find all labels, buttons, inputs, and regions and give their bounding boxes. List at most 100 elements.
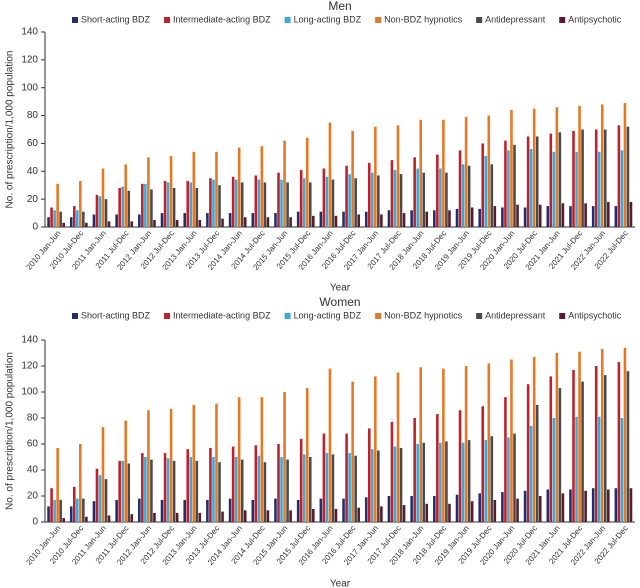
bar bbox=[124, 164, 127, 227]
bar bbox=[487, 363, 491, 522]
bar bbox=[532, 356, 536, 522]
bar bbox=[470, 501, 474, 522]
bar bbox=[467, 165, 471, 227]
bar bbox=[212, 457, 215, 522]
bar bbox=[396, 125, 400, 227]
bar bbox=[163, 181, 167, 227]
bar bbox=[56, 447, 59, 522]
bar bbox=[393, 169, 397, 227]
bar bbox=[516, 204, 519, 227]
bar bbox=[85, 516, 88, 522]
bar bbox=[377, 450, 380, 522]
bar bbox=[153, 220, 156, 227]
bar bbox=[175, 512, 179, 522]
bar bbox=[614, 488, 618, 522]
bar bbox=[433, 496, 436, 522]
y-tick-label: 20 bbox=[27, 491, 39, 502]
y-tick-label: 100 bbox=[21, 82, 38, 93]
bar bbox=[283, 392, 286, 522]
bar bbox=[118, 188, 121, 227]
x-axis-title: Year bbox=[330, 283, 351, 294]
bar bbox=[101, 427, 105, 522]
bar bbox=[263, 462, 267, 522]
bar bbox=[501, 207, 504, 227]
bar bbox=[623, 103, 627, 227]
bar bbox=[581, 129, 584, 227]
legend-swatch bbox=[72, 313, 78, 319]
bar bbox=[478, 493, 481, 522]
bar bbox=[147, 410, 150, 522]
bar bbox=[198, 512, 202, 522]
bar bbox=[72, 486, 76, 522]
bar bbox=[160, 213, 164, 227]
bar bbox=[195, 188, 199, 227]
bar bbox=[189, 182, 193, 227]
bar bbox=[371, 172, 374, 227]
bar bbox=[436, 414, 439, 522]
y-tick-label: 80 bbox=[27, 413, 39, 424]
bar bbox=[526, 136, 530, 227]
legend-label: Non-BDZ hypnotics bbox=[384, 310, 463, 320]
bar bbox=[172, 188, 176, 227]
bar bbox=[107, 515, 111, 522]
y-tick-label: 120 bbox=[21, 54, 38, 65]
bar bbox=[348, 453, 351, 522]
bar bbox=[175, 220, 179, 227]
bar bbox=[464, 116, 468, 227]
bar bbox=[206, 213, 209, 227]
bar bbox=[387, 496, 391, 522]
bar bbox=[458, 410, 462, 522]
bar bbox=[523, 490, 527, 522]
bar bbox=[240, 182, 244, 227]
bar bbox=[95, 468, 99, 522]
bar bbox=[69, 506, 73, 522]
bar bbox=[172, 460, 176, 522]
bar bbox=[584, 203, 587, 227]
bar bbox=[237, 147, 241, 227]
bar bbox=[209, 178, 212, 227]
bar bbox=[328, 368, 332, 522]
y-axis-title: No. of prescription/1,000 population bbox=[5, 352, 16, 510]
bar bbox=[345, 433, 348, 522]
bar bbox=[390, 421, 394, 522]
bar bbox=[561, 203, 565, 227]
bar bbox=[144, 457, 147, 522]
bar bbox=[215, 151, 218, 227]
bar bbox=[286, 459, 289, 522]
bar bbox=[535, 136, 539, 227]
bar bbox=[124, 420, 127, 522]
bar bbox=[513, 433, 516, 522]
bar bbox=[617, 125, 621, 227]
bar bbox=[357, 214, 360, 227]
bar bbox=[121, 460, 124, 522]
legend-swatch bbox=[164, 313, 171, 319]
panel-title: Men bbox=[328, 0, 351, 13]
bar bbox=[558, 388, 562, 522]
bar bbox=[629, 488, 633, 522]
bar bbox=[416, 444, 419, 522]
bar bbox=[555, 353, 559, 522]
bar bbox=[461, 164, 465, 227]
bar bbox=[464, 366, 468, 522]
bar bbox=[575, 416, 578, 522]
bar bbox=[572, 369, 575, 522]
bar bbox=[286, 182, 289, 227]
y-tick-label: 140 bbox=[21, 27, 38, 38]
bar bbox=[308, 182, 312, 227]
bar bbox=[169, 408, 173, 522]
bar bbox=[558, 132, 562, 227]
legend-swatch bbox=[476, 17, 483, 23]
bar bbox=[380, 506, 383, 522]
bar bbox=[189, 457, 193, 522]
legend-label: Antidepressant bbox=[485, 310, 546, 320]
bar bbox=[399, 447, 403, 522]
bar bbox=[594, 129, 598, 227]
bar bbox=[312, 509, 315, 522]
bar bbox=[439, 168, 442, 227]
bar bbox=[523, 207, 527, 227]
bar bbox=[507, 437, 510, 522]
bar bbox=[433, 210, 436, 227]
bar bbox=[160, 499, 164, 522]
bar bbox=[325, 176, 329, 227]
bar bbox=[221, 511, 224, 522]
